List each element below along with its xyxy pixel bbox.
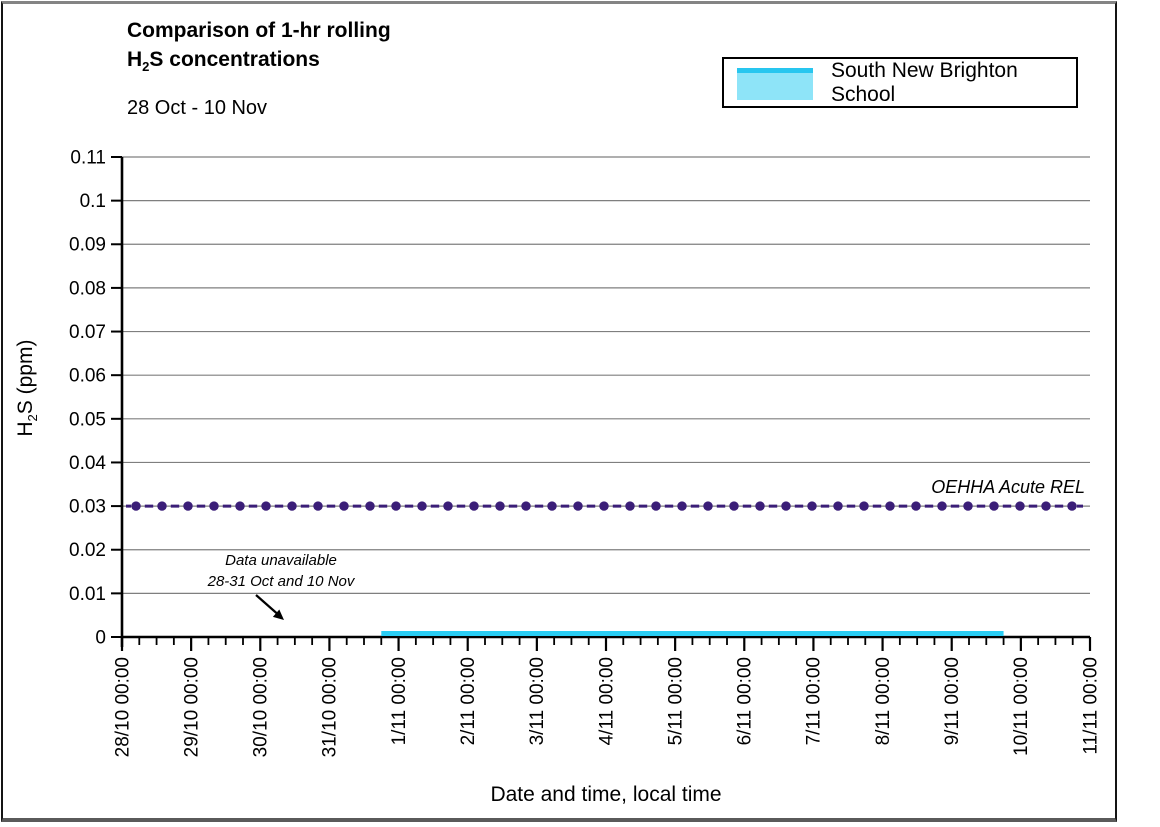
y-axis-title-pre: H xyxy=(13,421,37,437)
annotation-line1: Data unavailable xyxy=(225,552,337,569)
reference-line-marker xyxy=(365,501,375,511)
reference-line-marker xyxy=(157,501,167,511)
reference-line-marker xyxy=(599,501,609,511)
y-tick-label: 0.03 xyxy=(69,497,106,518)
reference-line-marker xyxy=(833,501,843,511)
x-tick-label: 5/11 00:00 xyxy=(665,657,686,745)
reference-line-marker xyxy=(729,501,739,511)
reference-line-marker xyxy=(781,501,791,511)
reference-line-marker xyxy=(261,501,271,511)
chart-title-line2-pre: H xyxy=(127,48,143,71)
chart-title-line1: Comparison of 1-hr rolling xyxy=(127,19,391,42)
y-tick-label: 0 xyxy=(95,627,106,648)
y-tick-label: 0.09 xyxy=(69,235,106,256)
reference-line-marker xyxy=(1015,501,1025,511)
reference-line-marker xyxy=(469,501,479,511)
reference-line-marker xyxy=(989,501,999,511)
reference-line-marker xyxy=(391,501,401,511)
reference-line-marker xyxy=(677,501,687,511)
annotation-arrow xyxy=(255,594,278,615)
x-tick-label: 2/11 00:00 xyxy=(458,657,479,745)
y-tick-label: 0.1 xyxy=(80,191,106,212)
annotation-arrowhead xyxy=(272,609,284,620)
reference-line-marker xyxy=(703,501,713,511)
reference-line-marker xyxy=(1067,501,1077,511)
reference-line-marker xyxy=(963,501,973,511)
legend-label: South New Brighton School xyxy=(831,58,1018,106)
y-tick-label: 0.02 xyxy=(69,540,106,561)
reference-line-marker xyxy=(521,501,531,511)
reference-line-marker xyxy=(1041,501,1051,511)
chart-title-line2-post: S concentrations xyxy=(149,48,320,71)
chart-frame-border xyxy=(1,1,1117,822)
chart-subtitle: 28 Oct - 10 Nov xyxy=(127,97,268,120)
reference-line-marker xyxy=(183,501,193,511)
reference-line-marker xyxy=(911,501,921,511)
reference-line-marker xyxy=(885,501,895,511)
reference-line-marker xyxy=(859,501,869,511)
y-tick-label: 0.06 xyxy=(69,366,106,387)
x-tick-label: 1/11 00:00 xyxy=(389,657,410,745)
y-tick-label: 0.01 xyxy=(69,584,106,605)
chart-title-block: Comparison of 1-hr rolling H2S concentra… xyxy=(127,16,391,121)
reference-line-marker xyxy=(547,501,557,511)
reference-line-marker xyxy=(131,501,141,511)
x-tick-label: 4/11 00:00 xyxy=(596,657,617,745)
legend: South New Brighton School xyxy=(722,57,1078,108)
reference-line-marker xyxy=(573,501,583,511)
reference-line-marker xyxy=(443,501,453,511)
x-tick-label: 3/11 00:00 xyxy=(527,657,548,745)
x-tick-label: 7/11 00:00 xyxy=(804,657,825,745)
data-unavailable-annotation: Data unavailable 28-31 Oct and 10 Nov xyxy=(196,550,366,592)
x-tick-label: 31/10 00:00 xyxy=(320,657,341,757)
y-tick-label: 0.04 xyxy=(69,453,106,474)
y-tick-label: 0.07 xyxy=(69,322,106,343)
y-axis-title-sub: 2 xyxy=(25,414,41,422)
reference-line-marker xyxy=(625,501,635,511)
x-axis-title: Date and time, local time xyxy=(490,783,722,806)
reference-line-marker xyxy=(807,501,817,511)
reference-line-marker xyxy=(209,501,219,511)
y-tick-label: 0.05 xyxy=(69,409,106,430)
reference-line-marker xyxy=(651,501,661,511)
y-tick-label: 0.11 xyxy=(70,147,106,168)
x-tick-label: 11/11 00:00 xyxy=(1080,657,1101,755)
y-tick-label: 0.08 xyxy=(69,278,106,299)
reference-line-marker xyxy=(417,501,427,511)
reference-line-marker xyxy=(235,501,245,511)
chart-title-line2: H2S concentrations xyxy=(127,45,391,81)
annotation-line2: 28-31 Oct and 10 Nov xyxy=(207,573,355,590)
x-tick-label: 6/11 00:00 xyxy=(735,657,756,745)
x-tick-label: 8/11 00:00 xyxy=(873,657,894,745)
reference-line-marker xyxy=(937,501,947,511)
legend-swatch xyxy=(737,68,813,100)
x-tick-label: 28/10 00:00 xyxy=(112,657,133,757)
y-axis-title: H2S (ppm) xyxy=(14,283,40,493)
reference-line-marker xyxy=(287,501,297,511)
reference-line-marker xyxy=(339,501,349,511)
x-tick-label: 10/11 00:00 xyxy=(1011,657,1032,756)
reference-line-marker xyxy=(495,501,505,511)
chart-title-line2-sub: 2 xyxy=(142,59,150,75)
reference-line-marker xyxy=(755,501,765,511)
reference-line-marker xyxy=(313,501,323,511)
x-tick-label: 29/10 00:00 xyxy=(181,657,202,757)
x-tick-label: 9/11 00:00 xyxy=(942,657,963,745)
x-tick-label: 30/10 00:00 xyxy=(251,657,272,757)
y-axis-title-post: S (ppm) xyxy=(13,339,37,415)
reference-line-label: OEHHA Acute REL xyxy=(931,477,1085,497)
